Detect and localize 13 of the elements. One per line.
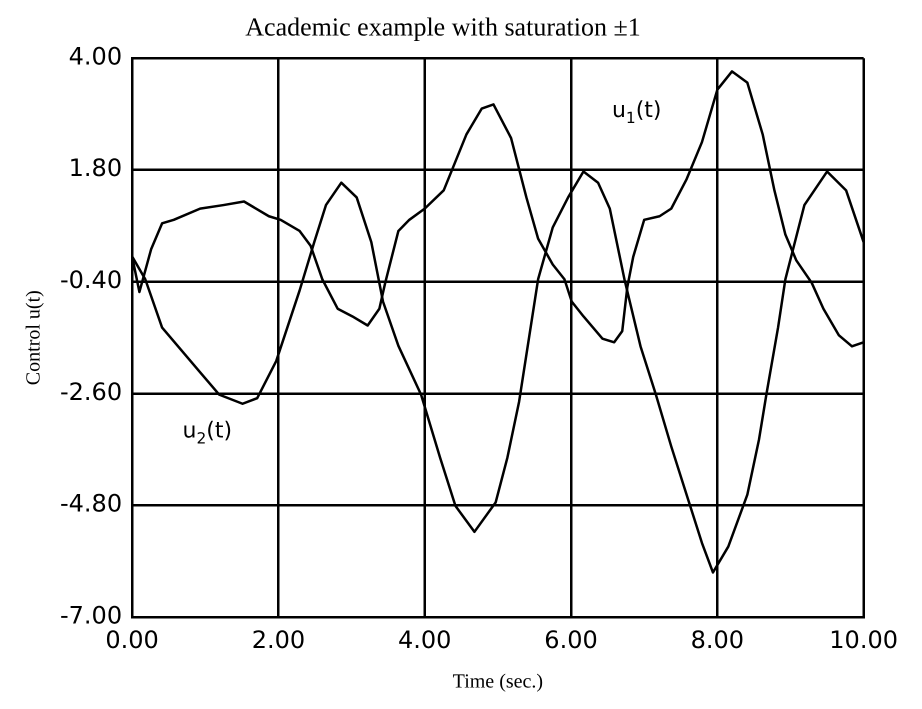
- x-tick-label: 6.00: [544, 626, 598, 654]
- x-axis-title: Time (sec.): [452, 670, 544, 692]
- y-tick-label: 4.00: [68, 42, 122, 70]
- y-axis-title: Control u(t): [22, 290, 44, 386]
- x-tick-label: 4.00: [398, 626, 452, 654]
- x-tick-label: 2.00: [252, 626, 306, 654]
- chart-title: Academic example with saturation ±1: [245, 12, 641, 42]
- y-tick-label: -0.40: [60, 266, 122, 294]
- y-tick-label: -4.80: [60, 490, 122, 518]
- y-tick-label: -2.60: [60, 378, 122, 406]
- x-tick-label: 8.00: [690, 626, 744, 654]
- y-tick-label: 1.80: [68, 154, 122, 182]
- x-tick-label: 10.00: [829, 626, 898, 654]
